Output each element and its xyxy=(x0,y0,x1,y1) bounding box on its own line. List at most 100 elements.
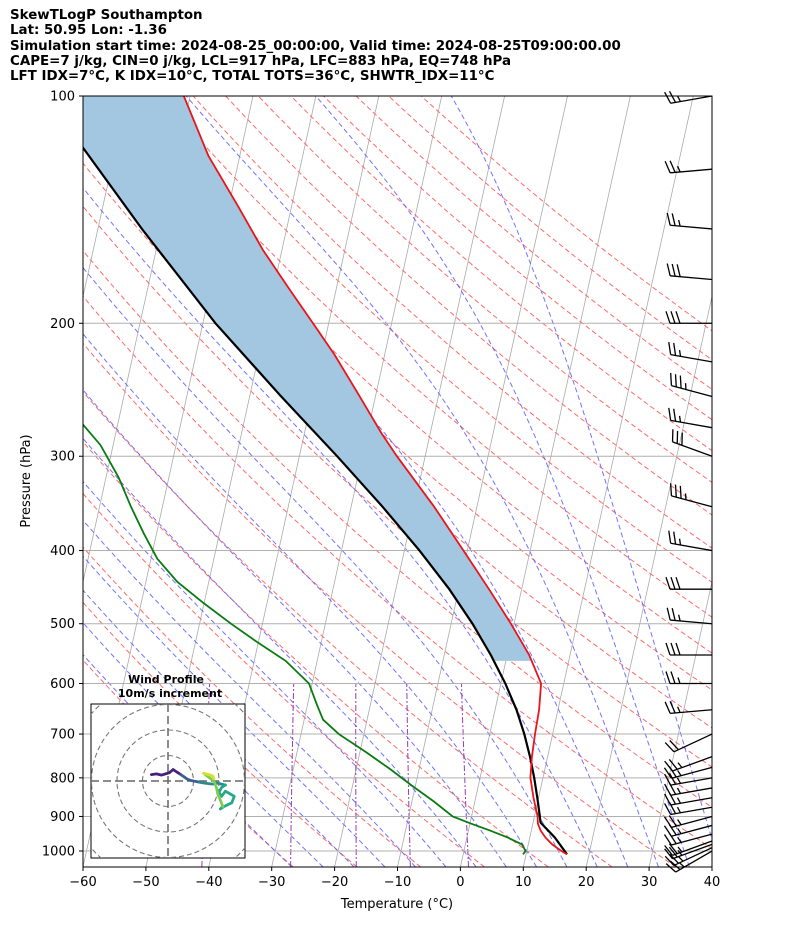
wind-barb xyxy=(664,756,713,772)
wind-barb xyxy=(664,843,713,860)
mixing-ratio-line xyxy=(406,683,411,867)
hodograph-title: Wind Profile xyxy=(128,673,204,686)
chart-header: SkewTLogP Southampton Lat: 50.95 Lon: -1… xyxy=(10,8,621,84)
title-line-station: SkewTLogP Southampton xyxy=(10,8,203,23)
mixing-ratio-line xyxy=(355,683,357,867)
x-axis-ticks: −60 −50 −40 −30 −20 −10 0 10 20 30 40 xyxy=(69,867,720,890)
moist-adiabat-line xyxy=(83,187,598,867)
hodograph-segment xyxy=(202,772,216,780)
x-tick-label: −20 xyxy=(321,875,348,890)
y-tick-label: 1000 xyxy=(42,845,75,860)
x-tick-label: −30 xyxy=(258,875,285,890)
dry-adiabat-line xyxy=(420,96,712,332)
isotherm-line xyxy=(585,294,712,867)
isotherm-line xyxy=(397,96,568,867)
dry-adiabat-line xyxy=(83,492,485,867)
cape-area xyxy=(83,96,532,661)
dry-adiabat-line xyxy=(323,96,712,421)
x-axis-label: Temperature (°C) xyxy=(340,897,453,912)
y-tick-label: 400 xyxy=(50,544,75,559)
wind-barb xyxy=(665,311,712,324)
y-tick-label: 900 xyxy=(50,810,75,825)
hodograph-trace xyxy=(149,768,236,811)
x-tick-label: 10 xyxy=(515,875,532,890)
x-tick-label: −10 xyxy=(384,875,411,890)
mixing-ratio-line xyxy=(461,683,469,867)
wind-barb xyxy=(663,824,713,837)
moist-adiabat-line xyxy=(83,480,447,867)
x-tick-label: −50 xyxy=(132,875,159,890)
x-tick-label: 30 xyxy=(641,875,658,890)
parcel-profile-line xyxy=(83,145,568,855)
dry-adiabat-line xyxy=(83,342,677,867)
moist-adiabat-line xyxy=(83,389,507,867)
hodograph-ring xyxy=(91,704,245,858)
dry-adiabat-line xyxy=(160,96,712,583)
mixing-ratio-line xyxy=(290,683,295,867)
y-tick-label: 700 xyxy=(50,728,75,743)
title-line-times: Simulation start time: 2024-08-25_00:00:… xyxy=(10,38,621,54)
hodograph-segment xyxy=(149,768,183,777)
x-tick-label: −40 xyxy=(195,875,222,890)
isotherm-line xyxy=(334,96,505,867)
dewpoint-profile-line xyxy=(83,423,527,855)
moist-adiabat-line xyxy=(83,266,568,867)
title-line-cape: CAPE=7 j/kg, CIN=0 j/kg, LCL=917 hPa, LF… xyxy=(10,53,512,69)
y-tick-label: 800 xyxy=(50,771,75,786)
isotherm-line xyxy=(83,96,128,299)
wind-barb xyxy=(664,90,713,104)
dry-adiabat-line xyxy=(355,96,712,390)
y-tick-label: 100 xyxy=(50,90,75,105)
wind-barb xyxy=(663,815,713,828)
title-line-location: Lat: 50.95 Lon: -1.36 xyxy=(10,23,167,39)
dry-adiabat-line xyxy=(388,96,712,361)
y-axis-label: Pressure (hPa) xyxy=(19,434,34,527)
x-tick-label: 0 xyxy=(456,875,464,890)
isotherm-line xyxy=(460,96,631,867)
moist-adiabat-line xyxy=(83,622,324,867)
dry-adiabat-line xyxy=(83,295,712,850)
moist-adiabat-line xyxy=(83,437,477,867)
isotherm-line xyxy=(0,96,1,867)
hodograph-subtitle: 10m/s increment xyxy=(118,687,222,700)
hodograph-segment xyxy=(198,780,227,787)
profile-lines xyxy=(83,96,568,856)
dry-adiabat-line xyxy=(83,205,712,768)
cape-fill xyxy=(83,96,532,661)
y-axis-ticks: 1000 900 800 700 600 500 400 300 200 100 xyxy=(42,90,83,860)
wind-barb xyxy=(665,642,712,656)
moist-adiabat-line xyxy=(450,96,712,842)
wind-barb xyxy=(668,341,713,363)
hodograph-inset: Wind Profile 10m/s increment xyxy=(90,673,246,859)
isotherm-line xyxy=(522,96,694,867)
dry-adiabat-line xyxy=(225,96,712,516)
dry-adiabat-line xyxy=(83,441,549,867)
wind-barb xyxy=(670,372,713,398)
title-line-indices: LFT IDX=7°C, K IDX=10°C, TOTAL TOTS=36°C… xyxy=(10,69,495,85)
wind-barb xyxy=(665,850,713,873)
hodograph-segment xyxy=(202,772,225,808)
wind-barb xyxy=(664,701,713,715)
moist-adiabat-line xyxy=(185,96,659,867)
isotherm-line xyxy=(271,96,443,867)
wind-barb xyxy=(671,429,713,457)
wind-barb xyxy=(668,530,713,552)
y-tick-label: 200 xyxy=(50,317,75,332)
isotherm-line xyxy=(711,865,712,867)
wind-barb xyxy=(666,263,713,281)
wind-barb xyxy=(670,483,713,508)
wind-barb xyxy=(664,772,713,786)
wind-barb xyxy=(664,733,713,753)
wind-barb xyxy=(665,671,712,685)
dry-adiabat-line xyxy=(192,96,712,549)
moist-adiabat-line xyxy=(83,555,386,867)
moist-adiabat-line xyxy=(83,519,416,867)
wind-barbs xyxy=(663,90,713,873)
x-tick-label: 20 xyxy=(578,875,595,890)
y-tick-label: 300 xyxy=(50,450,75,465)
x-tick-label: 40 xyxy=(704,875,721,890)
hodograph-segment xyxy=(179,773,202,784)
isotherm-line xyxy=(648,579,712,867)
wind-barb xyxy=(668,407,713,429)
